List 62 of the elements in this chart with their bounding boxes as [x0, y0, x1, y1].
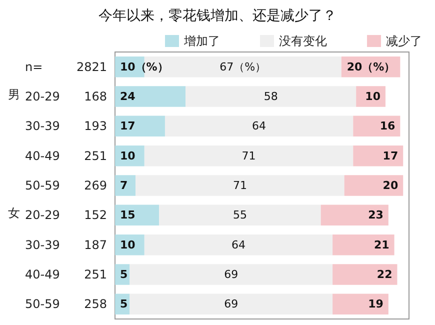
legend-label: 没有变化 [279, 34, 327, 48]
data-label: 58 [264, 90, 278, 103]
legend-label: 减少了 [386, 34, 422, 48]
bar [115, 175, 136, 196]
bar [332, 234, 394, 256]
bar [115, 204, 160, 226]
data-label: 64 [252, 120, 266, 133]
data-label: 17 [382, 149, 398, 162]
data-label: 71 [232, 179, 247, 192]
bar [136, 175, 344, 196]
data-label: 5 [120, 298, 128, 311]
bar [115, 86, 186, 107]
category-label: 20-29 152 [25, 208, 107, 222]
bar [344, 175, 404, 196]
category-label: 30-39 193 [25, 119, 107, 134]
data-label: 69 [224, 268, 238, 281]
bar [144, 234, 333, 256]
data-label: 17 [120, 120, 136, 133]
category-label: 40-49 251 [25, 268, 107, 282]
bar [130, 294, 333, 315]
data-label: 20（%） [346, 60, 396, 74]
data-label: 55 [232, 208, 247, 222]
data-label: 7 [120, 179, 128, 192]
category-label: 50-59 258 [25, 297, 107, 312]
data-label: 69 [224, 298, 238, 311]
category-label: 30-39 187 [25, 238, 107, 252]
bar [130, 264, 333, 285]
data-label: 10 [120, 149, 136, 162]
bar [115, 116, 165, 137]
bar [144, 145, 354, 166]
data-label: 22 [376, 268, 392, 281]
category-label: n= 2821 [25, 60, 107, 74]
data-label: 5 [120, 268, 128, 281]
bar [159, 204, 321, 226]
category-label: 50-59 269 [25, 178, 107, 192]
text: 女 [8, 206, 20, 220]
data-label: 20 [382, 179, 398, 192]
data-label: 10 [365, 90, 381, 103]
bar [320, 204, 388, 226]
data-label: 15 [120, 208, 136, 222]
bar [353, 116, 400, 137]
category-label: 40-49 251 [25, 148, 107, 163]
data-label: 71 [242, 149, 256, 162]
category-label: 20-29 168 [25, 90, 107, 104]
legend-label: 增加了 [183, 34, 220, 48]
data-label: 67（%） [220, 60, 266, 74]
data-label: 16 [380, 120, 396, 133]
bar [353, 145, 404, 166]
data-label: 21 [374, 238, 390, 252]
bar [164, 116, 354, 137]
text: 男 [8, 88, 20, 102]
bar [332, 294, 388, 315]
bar [186, 86, 356, 107]
chart-title: 今年以来，零花钱增加、还是减少了？ [98, 8, 336, 24]
data-label: 19 [368, 298, 384, 311]
data-label: 64 [231, 238, 246, 252]
bar [144, 56, 342, 78]
data-label: 23 [368, 208, 384, 222]
data-label: 10（%） [120, 60, 168, 74]
bar [332, 264, 398, 285]
data-label: 10 [120, 238, 136, 252]
data-label: 24 [120, 90, 136, 103]
